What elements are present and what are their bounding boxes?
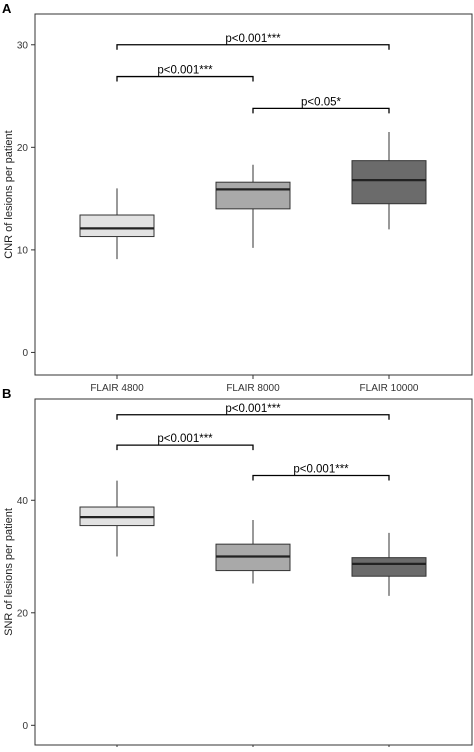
box-2: [215, 519, 291, 584]
bracket-line: [252, 107, 390, 114]
significance-bracket: p<0.001***: [116, 33, 390, 50]
panel-a: A 0 10 20 30 CNR of lesions per patient FLAIR …: [2, 1, 473, 394]
bracket-line: [116, 75, 254, 82]
p-value-label: p<0.001***: [157, 65, 213, 77]
bracket-line: [116, 444, 254, 451]
p-value-label: p<0.001***: [293, 464, 349, 476]
box-iqr: [351, 557, 427, 577]
y-tick-label: 20: [17, 608, 29, 619]
y-tick-label: 10: [17, 245, 29, 256]
y-tick-label: 40: [17, 496, 29, 507]
box-3: [351, 532, 427, 596]
x-tick-label: FLAIR 10000: [360, 383, 419, 394]
y-axis-title: CNR of lesions per patient: [3, 130, 15, 258]
significance-bracket: p<0.05*: [252, 96, 390, 114]
significance-bracket: p<0.001***: [116, 433, 254, 451]
box-2: [215, 164, 291, 248]
significance-bracket: p<0.001***: [252, 464, 390, 481]
p-value-label: p<0.001***: [157, 433, 213, 445]
box-3: [351, 131, 427, 230]
x-tick-label: FLAIR 8000: [226, 383, 280, 394]
significance-bracket: p<0.001***: [116, 403, 390, 420]
y-tick-label: 20: [17, 143, 29, 154]
bracket-line: [252, 474, 390, 481]
y-tick-label: 0: [22, 721, 28, 732]
y-tick-label: 0: [22, 348, 28, 359]
bracket-line: [116, 44, 390, 50]
box-iqr: [79, 214, 155, 238]
box-1: [79, 188, 155, 260]
x-tick-label: FLAIR 4800: [90, 383, 144, 394]
box-iqr: [351, 160, 427, 205]
p-value-label: p<0.001***: [225, 33, 281, 45]
panel-letter: B: [2, 386, 11, 401]
box-1: [79, 480, 155, 557]
p-value-label: p<0.001***: [225, 403, 281, 415]
box-iqr: [215, 181, 291, 210]
bracket-line: [116, 414, 390, 420]
p-value-label: p<0.05*: [301, 96, 341, 108]
y-axis-title: SNR of lesions per patient: [3, 508, 15, 636]
panel-letter: A: [2, 1, 12, 16]
significance-bracket: p<0.001***: [116, 65, 254, 82]
y-tick-label: 30: [17, 40, 29, 51]
